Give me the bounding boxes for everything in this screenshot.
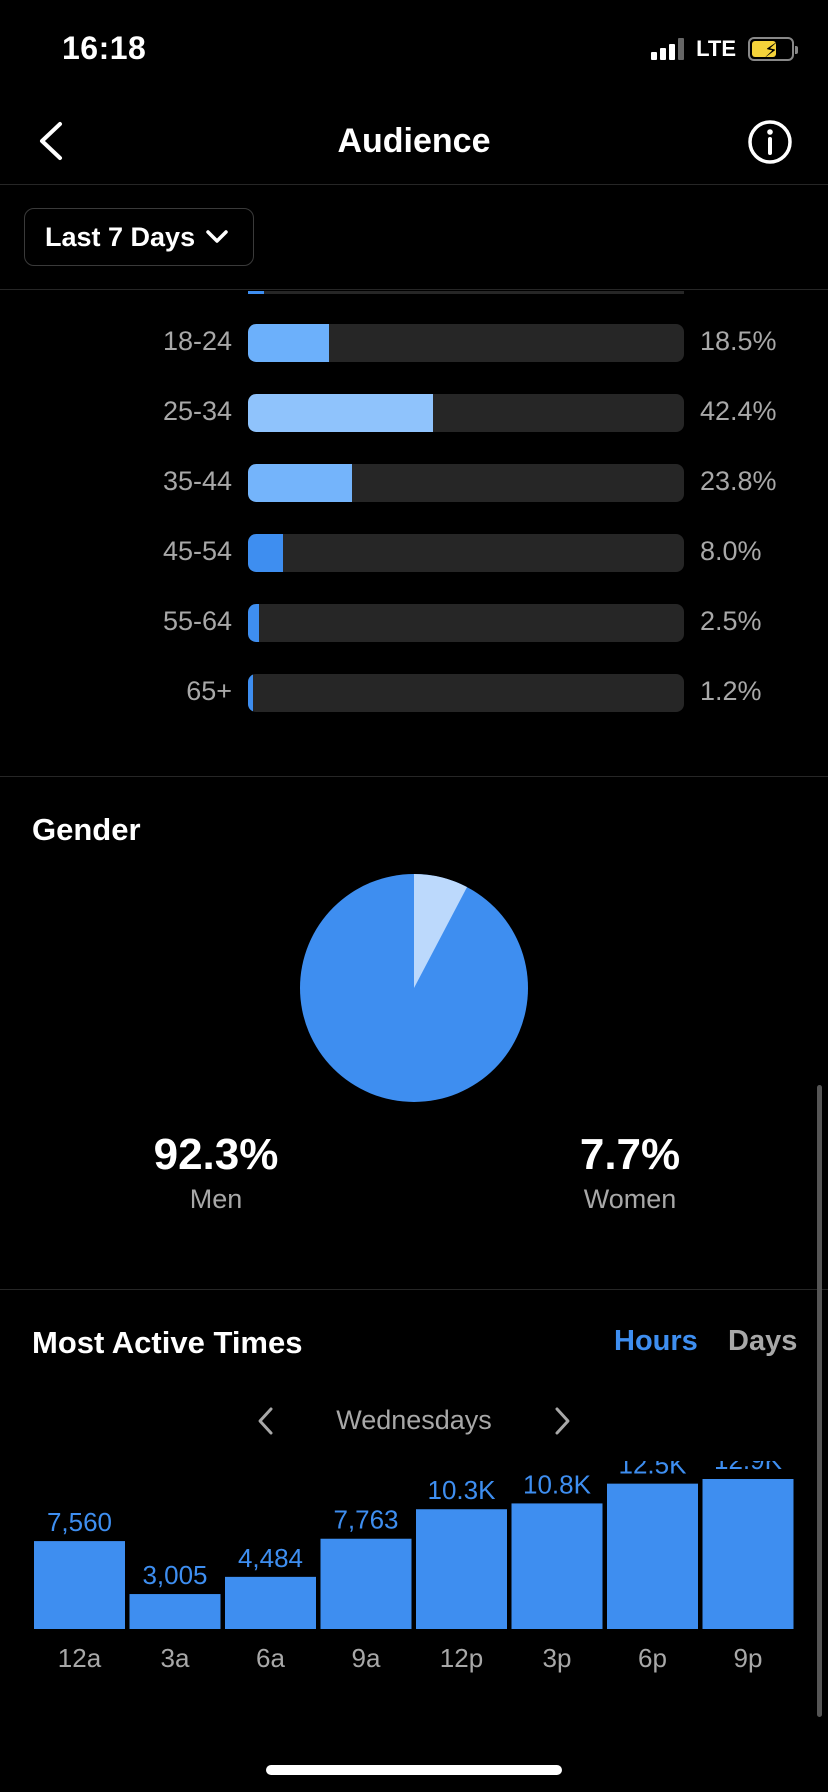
age-row: 18-24 18.5% — [0, 324, 828, 364]
header: Audience — [0, 100, 828, 185]
most-active-times-title: Most Active Times — [32, 1325, 303, 1360]
bar-category-label: 12a — [58, 1643, 102, 1673]
active-bar-3a — [129, 1594, 221, 1629]
active-bar-6a — [225, 1576, 316, 1629]
age-row: 35-44 23.8% — [0, 464, 828, 504]
men-label: Men — [189, 1184, 243, 1214]
bar-value-label: 12.9K — [714, 1461, 783, 1475]
age-bar-track — [248, 534, 684, 572]
status-bar: 16:18 LTE ⚡ — [0, 0, 828, 100]
status-time: 16:18 — [62, 30, 147, 66]
age-percent: 8.0% — [700, 536, 762, 566]
age-label: 65+ — [186, 676, 232, 706]
bar-value-label: 10.3K — [428, 1475, 497, 1505]
bar-category-label: 9p — [734, 1643, 763, 1673]
age-range-chart: 18-24 18.5% 25-34 42.4% 35-44 23.8% 45-5… — [0, 291, 828, 777]
men-percent: 92.3% — [153, 1130, 279, 1179]
bar-category-label: 3a — [161, 1643, 190, 1673]
age-bar-track — [248, 324, 684, 362]
pie-slice-women — [414, 874, 468, 988]
active-bar-3p — [511, 1503, 603, 1629]
bar-value-label: 4,484 — [238, 1543, 303, 1573]
women-label: Women — [583, 1184, 677, 1214]
active-bar-9a — [320, 1538, 412, 1629]
age-bar-fill — [248, 464, 352, 502]
age-row: 65+ 1.2% — [0, 674, 828, 714]
bar-value-label: 3,005 — [142, 1560, 207, 1590]
age-bar-track — [248, 464, 684, 502]
status-indicators: LTE ⚡ — [651, 36, 798, 62]
age-percent: 23.8% — [700, 466, 777, 496]
signal-icon — [651, 38, 685, 60]
network-type: LTE — [696, 36, 736, 61]
home-indicator[interactable] — [266, 1765, 562, 1775]
gender-section: Gender 92.3% Men 7.7% Women — [0, 778, 828, 1290]
tab-days[interactable]: Days — [728, 1325, 798, 1357]
chevron-left-icon[interactable] — [254, 1405, 278, 1437]
info-icon[interactable] — [746, 118, 794, 166]
age-label: 55-64 — [162, 606, 232, 636]
gender-title: Gender — [32, 812, 141, 847]
most-active-times-section: Most Active Times Hours Days Wednesdays … — [0, 1291, 828, 1721]
age-label: 18-24 — [162, 326, 232, 356]
date-range-label: Last 7 Days — [45, 221, 196, 252]
chevron-down-icon — [206, 230, 228, 243]
bar-category-label: 6p — [638, 1643, 667, 1673]
age-bar-fill — [248, 394, 433, 432]
age-bar-fill — [248, 324, 329, 362]
women-percent: 7.7% — [579, 1130, 681, 1179]
bar-category-label: 12p — [440, 1643, 483, 1673]
active-bar-12p — [416, 1509, 507, 1629]
age-percent: 1.2% — [700, 676, 762, 706]
day-navigator: Wednesdays — [0, 1401, 828, 1441]
age-bar-track — [248, 394, 684, 432]
age-row: 45-54 8.0% — [0, 534, 828, 574]
bar-value-label: 10.8K — [523, 1469, 592, 1499]
bar-category-label: 3p — [543, 1643, 572, 1673]
age-row: 55-64 2.5% — [0, 604, 828, 644]
age-label: 25-34 — [162, 396, 232, 426]
age-bar-fill — [248, 604, 259, 642]
gender-stat-women: 7.7% Women — [480, 1130, 780, 1215]
age-percent: 18.5% — [700, 326, 777, 356]
active-bar-9p — [702, 1479, 794, 1629]
age-bar-track — [248, 674, 684, 712]
age-row: 25-34 42.4% — [0, 394, 828, 434]
bar-category-label: 6a — [256, 1643, 285, 1673]
age-label: 45-54 — [162, 536, 232, 566]
age-bar-track — [248, 604, 684, 642]
page-title: Audience — [337, 122, 491, 160]
tab-hours[interactable]: Hours — [614, 1325, 698, 1357]
active-bar-12a — [34, 1541, 125, 1629]
gender-stat-men: 92.3% Men — [66, 1130, 366, 1215]
bar-value-label: 7,560 — [47, 1507, 112, 1537]
bar-category-label: 9a — [352, 1643, 381, 1673]
battery-icon: ⚡ — [748, 37, 798, 62]
active-times-bar-chart: 7,560 12a 3,005 3a 4,484 6a 7,763 9a 10.3K 12p 10.… — [34, 1461, 794, 1673]
age-percent: 2.5% — [700, 606, 762, 636]
age-percent: 42.4% — [700, 396, 777, 426]
date-range-dropdown[interactable]: Last 7 Days — [24, 208, 254, 266]
day-label: Wednesdays — [336, 1405, 492, 1435]
age-label: 35-44 — [162, 466, 232, 496]
filter-row: Last 7 Days — [0, 186, 828, 290]
bar-value-label: 7,763 — [333, 1505, 398, 1535]
age-bar-fill — [248, 674, 254, 712]
chevron-right-icon[interactable] — [550, 1405, 574, 1437]
age-bar-partial — [248, 291, 684, 294]
active-bar-6p — [607, 1483, 698, 1629]
gender-pie-chart — [300, 874, 528, 1102]
age-bar-fill — [248, 534, 283, 572]
back-arrow-icon[interactable] — [34, 118, 74, 164]
bar-value-label: 12.5K — [619, 1461, 688, 1480]
scrollbar[interactable] — [817, 1085, 822, 1717]
